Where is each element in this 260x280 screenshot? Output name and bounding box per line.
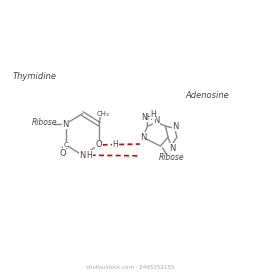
- Text: NH: NH: [141, 113, 153, 122]
- Text: N: N: [79, 151, 86, 160]
- Text: N: N: [140, 133, 146, 142]
- Text: N: N: [173, 122, 179, 131]
- Text: Ribose: Ribose: [32, 118, 57, 127]
- Text: H: H: [87, 151, 93, 160]
- Text: Thymidine: Thymidine: [13, 72, 57, 81]
- Text: H: H: [113, 140, 118, 149]
- Text: Ribose: Ribose: [159, 153, 185, 162]
- Text: N: N: [62, 120, 69, 129]
- Text: O: O: [96, 140, 102, 149]
- Text: shutterstock.com · 2495352155: shutterstock.com · 2495352155: [86, 265, 174, 270]
- Text: CH₃: CH₃: [97, 111, 110, 116]
- Text: O: O: [59, 149, 66, 158]
- Text: N: N: [169, 144, 176, 153]
- Text: C: C: [63, 142, 68, 148]
- Text: N: N: [154, 116, 160, 125]
- Text: Adenosine: Adenosine: [185, 91, 229, 100]
- Text: H: H: [150, 110, 156, 119]
